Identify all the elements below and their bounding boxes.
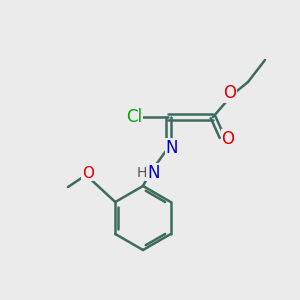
Text: O: O [82, 166, 94, 181]
Text: Cl: Cl [126, 108, 142, 126]
Text: N: N [148, 164, 160, 182]
Text: O: O [221, 130, 235, 148]
Text: O: O [224, 84, 236, 102]
Text: N: N [166, 139, 178, 157]
Text: H: H [137, 166, 147, 180]
